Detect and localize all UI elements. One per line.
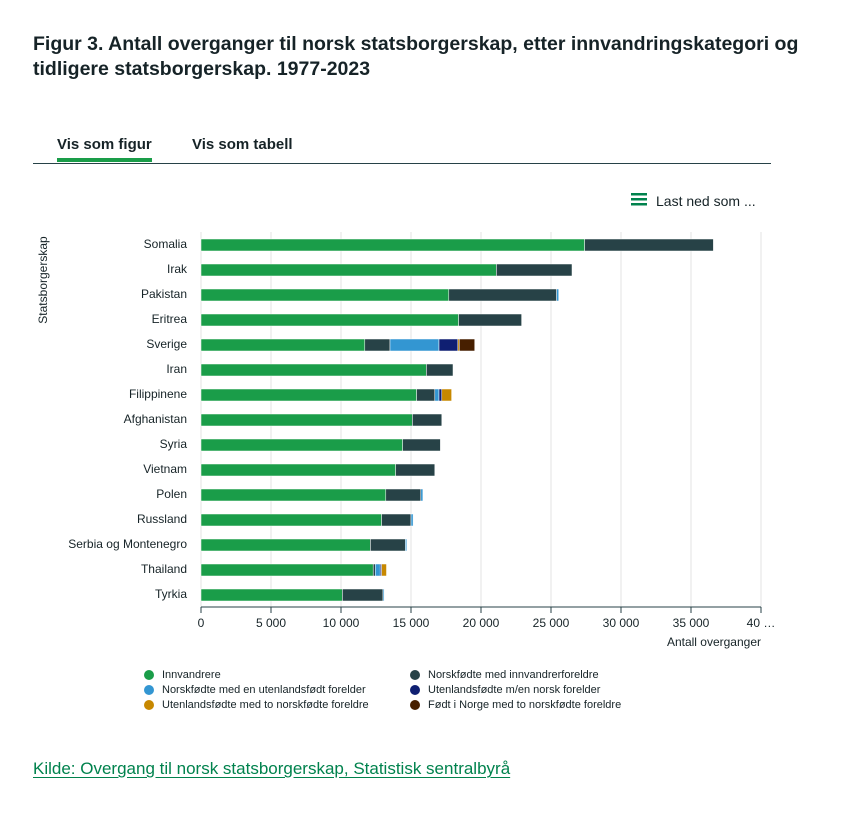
y-tick-label: Somalia	[144, 237, 188, 251]
y-tick-label: Syria	[160, 437, 188, 451]
bar-segment	[459, 338, 475, 352]
tab[interactable]: Vis som tabell	[192, 136, 293, 153]
download-button[interactable]: Last ned som ...	[656, 193, 756, 209]
bar-segment	[200, 388, 417, 402]
y-tick-label: Russland	[137, 512, 187, 526]
bar-segment	[448, 288, 557, 302]
tab-underline	[57, 158, 152, 162]
menu-icon	[631, 198, 647, 201]
legend-marker	[144, 685, 154, 695]
bar-segment	[200, 288, 450, 302]
y-tick-label: Thailand	[141, 562, 187, 576]
legend-marker	[410, 685, 420, 695]
bar-segment	[556, 288, 559, 302]
x-tick-label: 20 000	[463, 616, 500, 630]
bar-segment	[200, 463, 396, 477]
bar-segment	[200, 413, 413, 427]
bar-segment	[200, 513, 382, 527]
bar-segment	[381, 513, 412, 527]
legend-label: Norskfødte med innvandrerforeldre	[428, 669, 599, 681]
legend-marker	[144, 670, 154, 680]
y-tick-label: Tyrkia	[155, 587, 187, 601]
x-axis-label: Antall overganger	[667, 635, 761, 649]
x-tick-label: 40 …	[747, 616, 776, 630]
x-tick-label: 0	[198, 616, 205, 630]
bar-segment	[370, 538, 406, 552]
bar-segment	[200, 363, 427, 377]
legend-marker	[410, 700, 420, 710]
bar-segment	[426, 363, 454, 377]
bar-segment	[458, 313, 522, 327]
source-link[interactable]: Kilde: Overgang til norsk statsborgerska…	[33, 759, 511, 778]
legend-marker	[144, 700, 154, 710]
y-axis-label: Statsborgerskap	[36, 236, 50, 324]
menu-icon	[631, 203, 647, 206]
chart-title: Figur 3. Antall overganger til norsk sta…	[33, 33, 799, 80]
bar-segment	[438, 338, 459, 352]
y-tick-label: Vietnam	[143, 462, 187, 476]
bar-segment	[420, 488, 424, 502]
bar-segment	[382, 588, 385, 602]
bar-segment	[405, 538, 408, 552]
bar-segment	[200, 313, 459, 327]
bar-segment	[395, 463, 436, 477]
y-tick-label: Filippinene	[129, 387, 187, 401]
bar-segment	[364, 338, 391, 352]
bar-segment	[342, 588, 384, 602]
y-tick-label: Serbia og Montenegro	[68, 537, 187, 551]
x-tick-label: 5 000	[256, 616, 286, 630]
y-tick-label: Polen	[156, 487, 187, 501]
legend-label: Norskfødte med en utenlandsfødt forelder	[162, 684, 366, 696]
bar-segment	[200, 263, 497, 277]
y-tick-label: Pakistan	[141, 287, 187, 301]
bar-segment	[416, 388, 436, 402]
y-tick-label: Irak	[167, 262, 188, 276]
y-tick-label: Iran	[166, 362, 187, 376]
bar-segment	[496, 263, 573, 277]
legend-marker	[410, 670, 420, 680]
legend-label: Innvandrere	[162, 669, 221, 681]
y-tick-label: Afghanistan	[124, 412, 187, 426]
x-tick-label: 25 000	[533, 616, 570, 630]
x-tick-label: 15 000	[393, 616, 430, 630]
bar-segment	[200, 438, 403, 452]
legend-label: Født i Norge med to norskfødte foreldre	[428, 699, 621, 711]
bar-segment	[200, 588, 343, 602]
bar-segment	[200, 563, 374, 577]
legend-label: Utenlandsfødte med to norskfødte foreldr…	[162, 699, 369, 711]
x-tick-label: 35 000	[673, 616, 710, 630]
bar-segment	[402, 438, 441, 452]
bar-segment	[200, 488, 387, 502]
bar-segment	[200, 238, 585, 252]
bar-segment	[584, 238, 714, 252]
legend-label: Utenlandsfødte m/en norsk forelder	[428, 684, 601, 696]
bar-segment	[438, 388, 443, 402]
bar-segment	[200, 338, 366, 352]
bar-segment	[389, 338, 440, 352]
bar-segment	[381, 563, 387, 577]
bar-segment	[434, 388, 440, 402]
bar-segment	[410, 513, 414, 527]
x-tick-label: 10 000	[323, 616, 360, 630]
bar-segment	[412, 413, 443, 427]
y-tick-label: Eritrea	[152, 312, 188, 326]
menu-icon	[631, 193, 647, 196]
bar-segment	[375, 563, 381, 577]
tab[interactable]: Vis som figur	[57, 136, 152, 153]
y-tick-label: Sverige	[146, 337, 187, 351]
bar-segment	[441, 388, 452, 402]
bar-segment	[200, 538, 371, 552]
bar-segment	[385, 488, 422, 502]
x-tick-label: 30 000	[603, 616, 640, 630]
bar-segment	[372, 563, 376, 577]
